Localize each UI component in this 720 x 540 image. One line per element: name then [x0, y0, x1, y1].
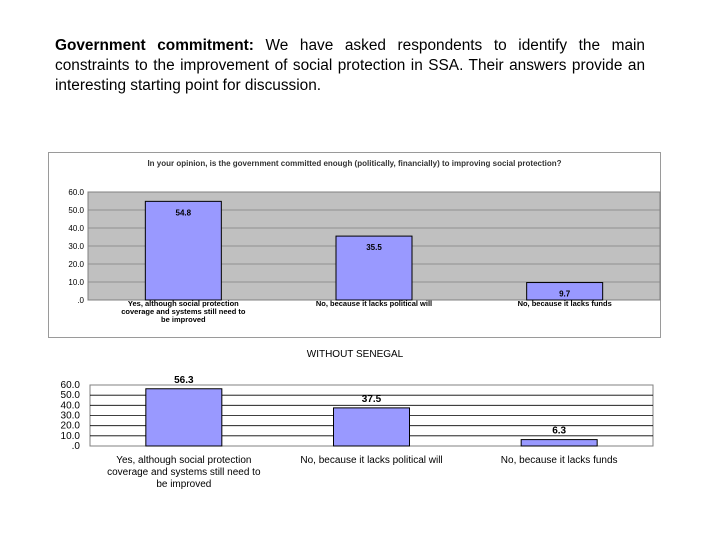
bar	[333, 407, 410, 447]
bar	[335, 235, 413, 301]
bar	[144, 200, 222, 301]
y-tick-label: 30.0	[61, 411, 81, 422]
bar	[145, 388, 223, 447]
category-label: be improved	[161, 315, 206, 324]
y-tick-label: 10.0	[61, 431, 81, 442]
data-label: 35.5	[366, 243, 382, 252]
chart-2: 60.050.040.030.020.010.0.0 56.3 Yes, altho…	[61, 375, 654, 490]
category-label: No, because it lacks political will	[300, 455, 442, 466]
chart-2-title: WITHOUT SENEGAL	[306, 349, 404, 360]
y-tick-label: 40.0	[68, 224, 84, 233]
category-label: be improved	[156, 479, 211, 490]
y-tick-label: 10.0	[68, 278, 84, 287]
y-tick-label: 40.0	[61, 400, 81, 411]
data-label: 9.7	[559, 290, 571, 299]
intro-lead: Government commitment:	[55, 37, 254, 54]
data-label: 56.3	[174, 375, 194, 386]
category-label: No, because it lacks funds	[518, 299, 612, 308]
category-label: coverage and systems still need to	[121, 307, 246, 316]
y-tick-label: .0	[72, 441, 81, 452]
y-tick-label: 50.0	[68, 206, 84, 215]
intro-text: We have asked respondents to identify th…	[55, 37, 645, 94]
y-tick-label: 60.0	[68, 188, 84, 197]
data-label: 37.5	[362, 394, 382, 405]
y-tick-label: 30.0	[68, 242, 84, 251]
data-label: 6.3	[552, 426, 566, 437]
category-label: No, because it lacks funds	[501, 455, 618, 466]
category-label: Yes, although social protection	[116, 455, 251, 466]
chart-1: 60.0 50.0 40.0 30.0 20.0 10.0 .0 54.8 Yes, altho…	[68, 188, 661, 324]
category-label: coverage and systems still need to	[107, 467, 261, 478]
y-tick-label: .0	[77, 296, 84, 305]
chart-1-title: In your opinion, is the government commi…	[147, 159, 562, 168]
y-tick-label: 60.0	[61, 380, 81, 391]
y-tick-label: 20.0	[68, 260, 84, 269]
bar	[526, 282, 604, 301]
y-tick-label: 20.0	[61, 421, 81, 432]
y-tick-label: 50.0	[61, 390, 81, 401]
data-label: 54.8	[176, 208, 192, 217]
category-label: No, because it lacks political will	[316, 299, 432, 308]
category-label: Yes, although social protection	[128, 299, 239, 308]
intro-paragraph: Government commitment: We have asked res…	[55, 36, 645, 96]
bar	[520, 439, 598, 447]
